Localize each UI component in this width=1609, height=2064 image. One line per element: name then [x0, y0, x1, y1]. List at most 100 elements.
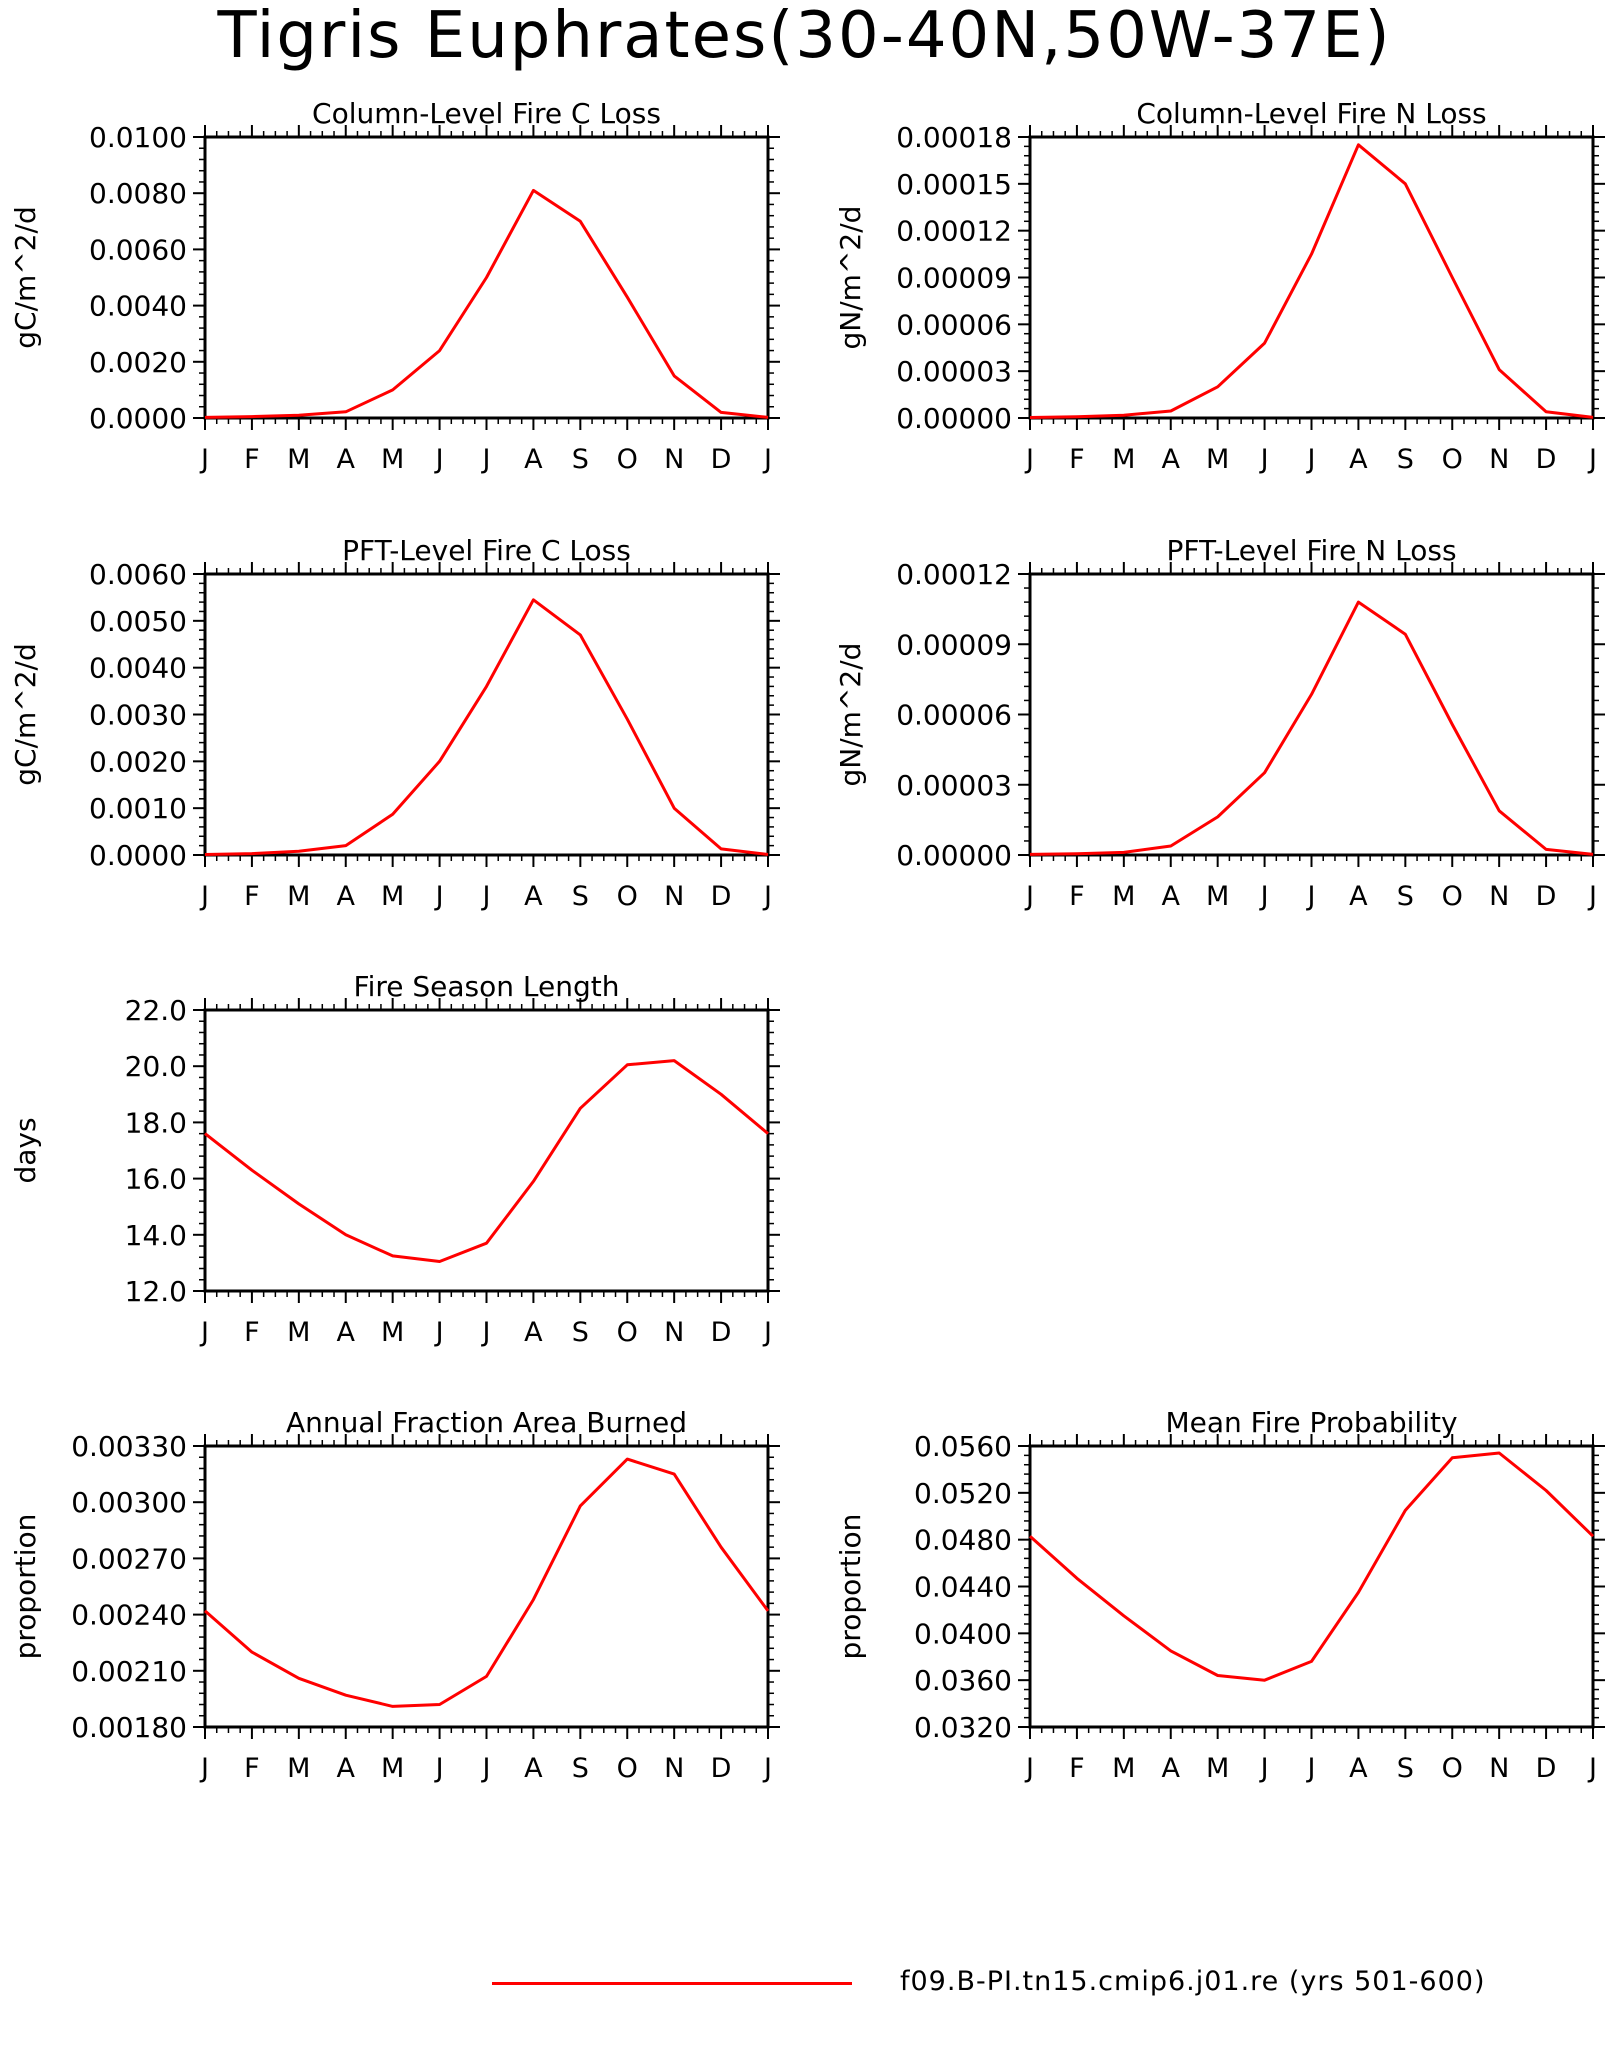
- y-tick-label: 0.00009: [896, 262, 1012, 295]
- plot-frame: [1028, 572, 1595, 857]
- x-tick-label: F: [244, 1317, 260, 1348]
- series-line: [204, 188, 769, 419]
- y-tick-label: 0.0400: [914, 1617, 1012, 1650]
- x-tick-label: A: [524, 881, 543, 912]
- y-tick-label: 0.0050: [89, 605, 187, 638]
- y-tick-label: 0.0440: [914, 1571, 1012, 1604]
- y-tick-label: 0.00003: [896, 769, 1012, 802]
- chart-panel: J F M A M J J A S O N D J0.000000.000030.000060.0000…: [834, 97, 1605, 475]
- y-tick-label: 0.00003: [896, 355, 1012, 388]
- y-tick-label: 14.0: [125, 1219, 187, 1252]
- plot-frame: [1028, 1444, 1595, 1729]
- chart-title: Column-Level Fire N Loss: [1136, 97, 1486, 130]
- x-tick-label: O: [1442, 1753, 1463, 1784]
- y-tick-label: 0.0060: [89, 233, 187, 266]
- x-tick-label: J: [1587, 881, 1597, 912]
- x-tick-label: A: [1349, 1753, 1368, 1784]
- x-tick-label: S: [1397, 881, 1414, 912]
- x-tick-label: M: [1206, 444, 1229, 475]
- x-tick-label: J: [762, 1317, 772, 1348]
- x-tick-label: M: [287, 1753, 310, 1784]
- y-tick-label: 0.00270: [71, 1542, 187, 1575]
- x-tick-label: M: [1112, 881, 1135, 912]
- y-tick-label: 0.0000: [89, 839, 187, 872]
- x-tick-label: S: [1397, 444, 1414, 475]
- x-tick-label: O: [617, 1317, 638, 1348]
- x-tick-label: S: [1397, 1753, 1414, 1784]
- y-axis-label: gN/m^2/d: [834, 206, 867, 350]
- x-tick-label: D: [1536, 444, 1557, 475]
- x-tick-label: O: [1442, 444, 1463, 475]
- x-tick-label: M: [1206, 1753, 1229, 1784]
- y-tick-label: 0.00240: [71, 1599, 187, 1632]
- x-tick-label: F: [244, 1753, 260, 1784]
- y-tick-label: 0.0100: [89, 121, 187, 154]
- x-tick-label: D: [711, 1753, 732, 1784]
- x-tick-label: J: [762, 444, 772, 475]
- y-axis-label: proportion: [834, 1514, 867, 1660]
- chart-panel: J F M A M J J A S O N D J0.03200.03600.04000.04400.0…: [834, 1406, 1605, 1784]
- y-tick-label: 0.0480: [914, 1524, 1012, 1557]
- x-tick-label: D: [711, 881, 732, 912]
- x-tick-label: N: [1489, 1753, 1509, 1784]
- x-tick-label: J: [1259, 1753, 1269, 1784]
- x-tick-label: J: [1259, 444, 1269, 475]
- x-tick-label: A: [337, 1753, 356, 1784]
- y-tick-label: 0.00300: [71, 1486, 187, 1519]
- x-tick-label: M: [381, 881, 404, 912]
- series-line: [204, 1457, 770, 1708]
- y-tick-label: 0.0040: [89, 290, 187, 323]
- x-tick-label: O: [617, 1753, 638, 1784]
- y-tick-label: 0.0320: [914, 1711, 1012, 1744]
- x-tick-label: O: [617, 444, 638, 475]
- y-tick-label: 0.0030: [89, 699, 187, 732]
- y-tick-label: 20.0: [125, 1050, 187, 1083]
- x-tick-label: M: [1206, 881, 1229, 912]
- y-tick-label: 0.00000: [896, 839, 1012, 872]
- y-tick-label: 0.00012: [896, 558, 1012, 591]
- x-tick-label: M: [381, 444, 404, 475]
- y-tick-label: 0.0560: [914, 1430, 1012, 1463]
- y-tick-label: 16.0: [125, 1163, 187, 1196]
- chart-panel: J F M A M J J A S O N D J0.00000.00200.00400.00600.0…: [9, 97, 780, 475]
- x-tick-label: F: [1069, 1753, 1085, 1784]
- y-tick-label: 0.00006: [896, 699, 1012, 732]
- x-tick-label: M: [381, 1317, 404, 1348]
- x-tick-label: S: [572, 881, 589, 912]
- x-tick-label: J: [762, 881, 772, 912]
- x-tick-label: J: [1259, 881, 1269, 912]
- x-tick-label: J: [1587, 444, 1597, 475]
- y-tick-label: 0.0040: [89, 652, 187, 685]
- y-tick-label: 18.0: [125, 1106, 187, 1139]
- y-tick-label: 0.00018: [896, 121, 1012, 154]
- legend-label: f09.B-PI.tn15.cmip6.j01.re (yrs 501-600): [900, 1966, 1486, 1997]
- y-tick-label: 22.0: [125, 994, 187, 1027]
- x-tick-label: F: [244, 881, 260, 912]
- x-tick-label: A: [1349, 881, 1368, 912]
- chart-title: PFT-Level Fire C Loss: [342, 534, 631, 567]
- y-tick-label: 0.0060: [89, 558, 187, 591]
- y-tick-label: 0.00000: [896, 402, 1012, 435]
- x-tick-label: O: [1442, 881, 1463, 912]
- plot-frame: [203, 1008, 770, 1293]
- x-tick-label: J: [199, 1317, 209, 1348]
- series-line: [1029, 143, 1594, 419]
- x-tick-label: D: [1536, 1753, 1557, 1784]
- y-axis-label: gC/m^2/d: [9, 206, 42, 349]
- y-tick-label: 12.0: [125, 1275, 187, 1308]
- x-tick-label: J: [1306, 881, 1316, 912]
- chart-title: Fire Season Length: [354, 970, 620, 1003]
- x-tick-label: D: [711, 444, 732, 475]
- x-tick-label: D: [1536, 881, 1557, 912]
- y-tick-label: 0.0360: [914, 1664, 1012, 1697]
- x-tick-label: A: [524, 1317, 543, 1348]
- x-tick-label: J: [762, 1753, 772, 1784]
- x-tick-label: J: [434, 881, 444, 912]
- x-tick-label: A: [1162, 444, 1181, 475]
- x-tick-label: M: [381, 1753, 404, 1784]
- x-tick-label: N: [664, 1753, 684, 1784]
- x-tick-label: A: [1162, 1753, 1181, 1784]
- x-tick-label: M: [287, 881, 310, 912]
- y-tick-label: 0.0010: [89, 792, 187, 825]
